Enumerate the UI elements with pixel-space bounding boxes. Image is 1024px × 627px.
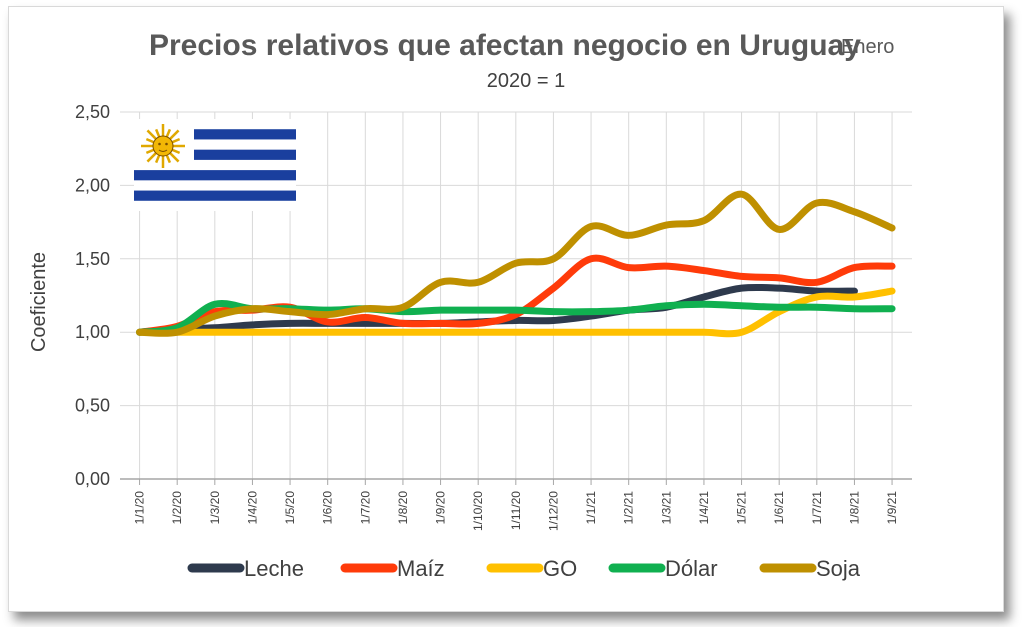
y-axis-label: Coeficiente <box>28 252 50 352</box>
legend-label-go: GO <box>543 556 577 581</box>
legend-label-leche: Leche <box>244 556 304 581</box>
x-tick-label: 1/8/20 <box>396 491 410 525</box>
y-tick-label: 0,50 <box>75 396 110 416</box>
x-tick-label: 1/3/20 <box>208 491 222 525</box>
uruguay-flag-icon <box>134 119 296 211</box>
legend-label-soja: Soja <box>816 556 861 581</box>
legend-label-maiz: Maíz <box>397 556 445 581</box>
x-tick-label: 1/2/20 <box>170 491 184 525</box>
legend: Leche Maíz GO Dólar Soja <box>187 556 861 581</box>
x-tick-label: 1/5/20 <box>283 491 297 525</box>
x-tick-label: 1/7/20 <box>358 491 372 525</box>
x-tick-label: 1/11/20 <box>509 491 523 530</box>
series-line-soja <box>136 190 896 337</box>
legend-label-dolar: Dólar <box>665 556 718 581</box>
x-tick-label: 1/4/20 <box>245 491 259 525</box>
chart-subtitle: 2020 = 1 <box>487 70 565 92</box>
y-tick-labels: 0,00 0,50 1,00 1,50 2,00 2,50 <box>75 102 110 489</box>
x-tick-label: 1/7/21 <box>810 491 824 525</box>
x-tick-label: 1/3/21 <box>659 491 673 525</box>
x-tick-label: 1/9/21 <box>885 491 899 525</box>
x-tick-label: 1/6/20 <box>321 491 335 525</box>
series-line-go <box>136 287 896 338</box>
x-tick-label: 1/10/20 <box>471 491 485 531</box>
x-tick-label: 1/12/20 <box>546 491 560 531</box>
x-tick-label: 1/2/21 <box>622 491 636 525</box>
line-chart: Precios relativos que afectan negocio en… <box>28 29 912 581</box>
chart-title-suffix: Enero <box>841 36 894 58</box>
x-tick-label: 1/6/21 <box>772 491 786 525</box>
y-tick-label: 2,00 <box>75 175 110 195</box>
y-tick-label: 1,50 <box>75 249 110 269</box>
grid <box>120 111 912 485</box>
chart-title: Precios relativos que afectan negocio en… <box>149 29 861 62</box>
x-tick-label: 1/1/20 <box>133 491 147 525</box>
y-tick-label: 1,00 <box>75 322 110 342</box>
x-tick-label: 1/8/21 <box>847 491 861 525</box>
x-tick-label: 1/4/21 <box>697 491 711 525</box>
chart-frame: Precios relativos que afectan negocio en… <box>8 6 1004 612</box>
y-tick-label: 0,00 <box>75 469 110 489</box>
x-tick-label: 1/9/20 <box>434 491 448 525</box>
x-tick-label: 1/1/21 <box>584 491 598 525</box>
x-tick-label: 1/5/21 <box>735 491 749 525</box>
series-lines <box>136 190 896 338</box>
x-tick-labels: 1/1/20 1/2/20 1/3/20 1/4/20 1/5/20 1/6/20 1/7/… <box>133 491 899 531</box>
y-tick-label: 2,50 <box>75 102 110 122</box>
